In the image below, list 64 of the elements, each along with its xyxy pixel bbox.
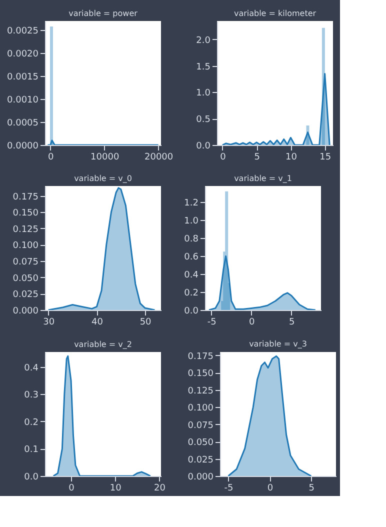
y-tick-label: 0.1 xyxy=(24,445,38,456)
y-tick-label: 1.5 xyxy=(196,62,210,72)
y-tick-label: 1.2 xyxy=(184,198,198,209)
y-tick-label: 0.2 xyxy=(184,288,198,299)
y-tick-label: 0.0005 xyxy=(7,118,38,129)
y-tick-label: 0.0010 xyxy=(7,96,39,106)
x-tick-label: 20000 xyxy=(144,152,174,162)
x-tick-label: 5 xyxy=(308,484,315,494)
y-tick-label: 0.150 xyxy=(12,208,39,219)
y-tick-label: 0.4 xyxy=(24,363,39,374)
chart-title: variable = v_2 xyxy=(74,340,132,349)
y-tick-label: 0.175 xyxy=(188,352,214,362)
y-tick-label: 0.075 xyxy=(12,258,38,268)
x-tick-label: -5 xyxy=(224,484,234,494)
y-tick-label: 1.0 xyxy=(196,88,211,99)
y-tick-label: 0.8 xyxy=(184,234,199,245)
y-tick-label: 0.3 xyxy=(24,390,38,401)
x-tick-label: 0 xyxy=(220,152,226,162)
y-tick-label: 0.0 xyxy=(184,306,199,316)
y-tick-label: 0.0025 xyxy=(7,26,38,37)
y-tick-label: 0.0015 xyxy=(7,72,38,83)
y-tick-label: 1.0 xyxy=(184,216,199,227)
x-tick-label: 5 xyxy=(289,318,295,328)
x-tick-label: 10000 xyxy=(90,152,120,162)
y-tick-label: 0.0 xyxy=(196,142,211,152)
y-tick-label: 0.0020 xyxy=(7,50,39,60)
y-tick-label: 0.025 xyxy=(188,455,214,466)
y-tick-label: 0.6 xyxy=(184,252,199,263)
chart-title: variable = kilometer xyxy=(234,9,317,18)
x-tick-label: 30 xyxy=(43,318,55,328)
x-tick-label: 0 xyxy=(48,152,54,162)
y-tick-label: 0.2 xyxy=(24,418,38,428)
x-tick-label: 10 xyxy=(110,484,122,494)
x-tick-label: -5 xyxy=(207,318,216,328)
y-tick-label: 0.5 xyxy=(196,115,210,126)
x-tick-label: 5 xyxy=(254,152,260,162)
y-tick-label: 0.175 xyxy=(12,192,38,202)
x-tick-label: 50 xyxy=(140,318,152,328)
y-tick-label: 0.0 xyxy=(24,472,39,482)
chart-title: variable = v_0 xyxy=(74,174,132,183)
x-tick-label: 40 xyxy=(91,318,104,328)
x-tick-label: 0 xyxy=(267,484,274,494)
x-tick-label: 15 xyxy=(320,152,332,162)
y-tick-label: 0.4 xyxy=(184,270,199,281)
x-tick-label: 0 xyxy=(68,484,75,494)
chart-title: variable = power xyxy=(68,9,138,18)
y-tick-label: 0.100 xyxy=(188,404,214,414)
chart-title: variable = v_3 xyxy=(249,339,307,348)
y-tick-label: 2.0 xyxy=(196,36,211,46)
y-tick-label: 0.150 xyxy=(188,369,214,380)
y-tick-label: 0.075 xyxy=(188,420,214,431)
y-tick-label: 0.050 xyxy=(188,438,214,448)
y-tick-label: 0.000 xyxy=(12,306,39,316)
x-tick-label: 10 xyxy=(285,152,298,162)
chart-title: variable = v_1 xyxy=(234,174,292,183)
y-tick-label: 0.000 xyxy=(188,472,214,482)
x-tick-label: 20 xyxy=(154,484,166,494)
y-tick-label: 0.100 xyxy=(12,241,39,252)
y-tick-label: 0.0000 xyxy=(7,142,39,152)
y-tick-label: 0.125 xyxy=(12,224,38,235)
y-tick-label: 0.025 xyxy=(12,290,38,300)
y-tick-label: 0.125 xyxy=(188,386,214,396)
x-tick-label: 0 xyxy=(249,318,256,328)
y-tick-label: 0.050 xyxy=(12,274,39,284)
